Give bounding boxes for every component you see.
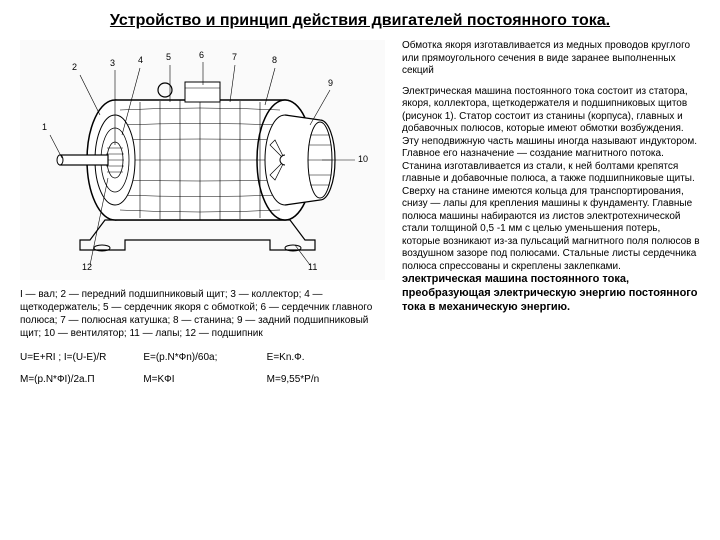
formula-r1c3: E=Kn.Ф. [267, 350, 390, 366]
formula-r2c1: M=(p.N*ФI)/2a.П [20, 372, 143, 388]
paragraph-2: Электрическая машина постоянного тока со… [402, 86, 700, 315]
callout-4: 4 [138, 55, 143, 65]
callout-5: 5 [166, 52, 171, 62]
formula-r1c2: E=(p.N*Фn)/60a; [143, 350, 266, 366]
callout-10: 10 [358, 154, 368, 164]
left-column: 1 2 3 4 5 6 7 8 9 10 11 12 I — вал; 2 — … [20, 40, 390, 394]
callout-3: 3 [110, 58, 115, 68]
right-column: Обмотка якоря изготавливается из медных … [402, 40, 700, 394]
callout-9: 9 [328, 78, 333, 88]
callout-7: 7 [232, 52, 237, 62]
callout-2: 2 [72, 62, 77, 72]
formula-r2c3: M=9,55*P/n [267, 372, 390, 388]
page-title: Устройство и принцип действия двигателей… [20, 12, 700, 30]
paragraph-2-text: Электрическая машина постоянного тока со… [402, 86, 700, 272]
callout-6: 6 [199, 50, 204, 60]
paragraph-1: Обмотка якоря изготавливается из медных … [402, 40, 700, 78]
formula-r2c2: M=KФI [143, 372, 266, 388]
formula-r1c1: U=E+RI ; I=(U-E)/R [20, 350, 143, 366]
paragraph-2-bold: электрическая машина постоянного тока, п… [402, 273, 697, 313]
callout-12: 12 [82, 262, 92, 272]
callout-1: 1 [42, 122, 47, 132]
formulas-block: U=E+RI ; I=(U-E)/R E=(p.N*Фn)/60a; E=Kn.… [20, 350, 390, 388]
callout-8: 8 [272, 55, 277, 65]
figure-caption: I — вал; 2 — передний подшипниковый щит;… [20, 288, 390, 340]
callout-11: 11 [308, 262, 317, 272]
motor-diagram: 1 2 3 4 5 6 7 8 9 10 11 12 [20, 40, 385, 280]
